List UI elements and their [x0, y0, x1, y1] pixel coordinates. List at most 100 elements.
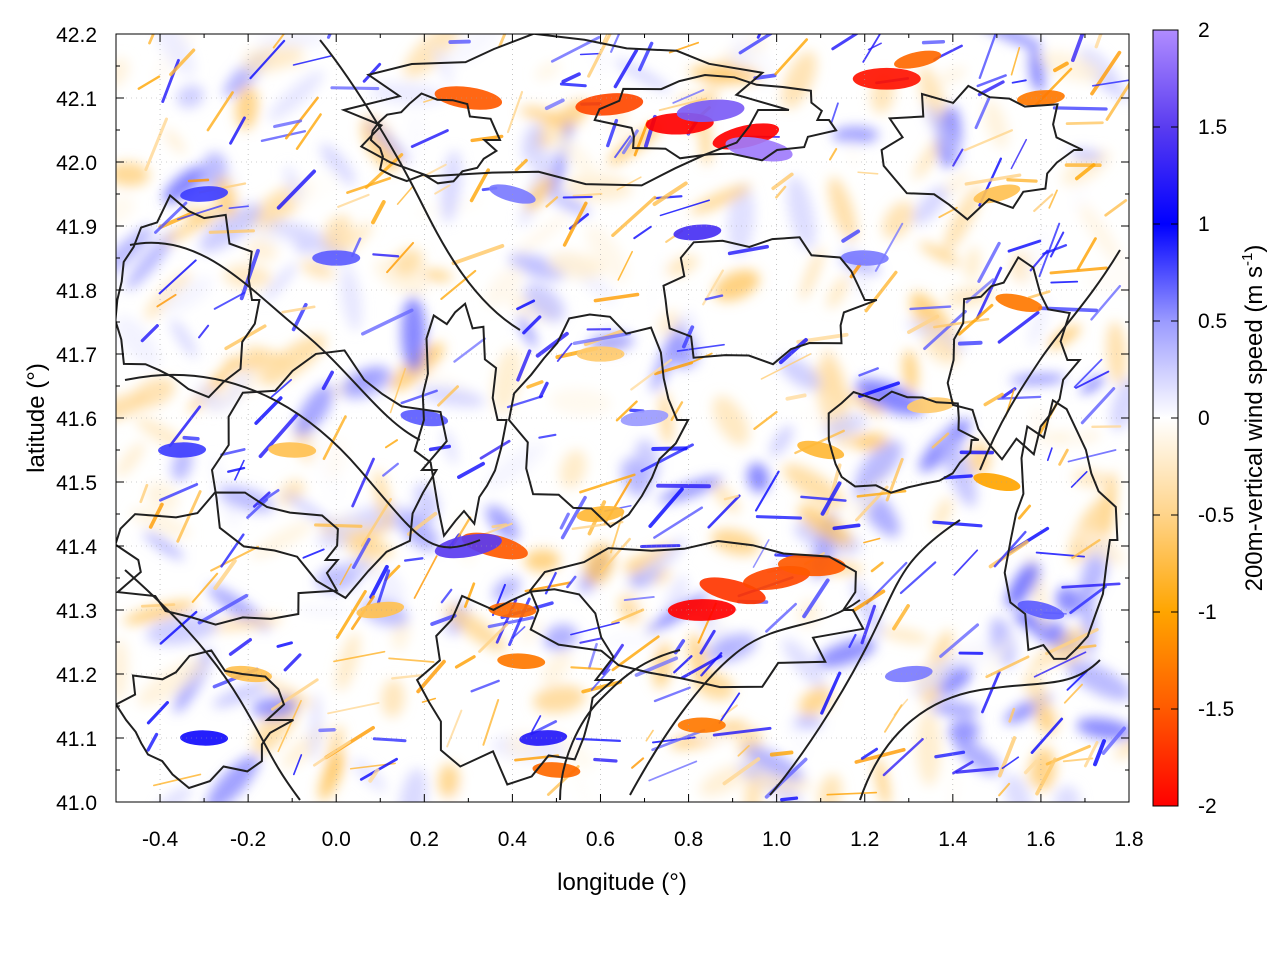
contour-line [507, 313, 690, 529]
field-blob [335, 632, 361, 692]
field-blob [340, 265, 363, 332]
field-streak [753, 73, 777, 81]
field-streak [892, 604, 910, 631]
field-streak [634, 656, 679, 677]
field-streak [611, 195, 657, 237]
field-blob [856, 440, 903, 490]
field-streak [283, 653, 302, 672]
field-streak [659, 199, 710, 217]
field-blob [414, 483, 440, 520]
field-blob [916, 709, 942, 787]
field-streak [1050, 280, 1079, 284]
field-blob [206, 615, 283, 631]
colorbar-tick-label: 1 [1198, 213, 1210, 236]
field-streak [258, 412, 299, 459]
field-streak [512, 626, 526, 639]
contour-line [124, 373, 481, 549]
field-streak [388, 657, 435, 663]
field-blob [855, 379, 925, 416]
field-streak [213, 291, 246, 310]
field-blob [919, 242, 962, 266]
contour-line [662, 236, 878, 366]
field-streak [572, 192, 603, 197]
field-streak [864, 270, 898, 313]
field-streak [463, 582, 476, 609]
plot-area: -0.4 -0.2 0.0 0.2 0.4 0.6 0.8 1.0 1.2 1.4 1.6 1.8 4… [56, 24, 1143, 851]
field-hotspot [894, 50, 942, 69]
field-streak [1049, 266, 1108, 275]
field-streak [884, 704, 903, 733]
contour-line [529, 539, 865, 689]
field-streak [562, 201, 588, 247]
x-tick-label: -0.2 [230, 828, 266, 851]
field-streak [1105, 81, 1129, 121]
field-streak [1001, 387, 1017, 399]
field-streak [229, 116, 246, 145]
field-streak [453, 337, 486, 363]
field-streak [1090, 284, 1122, 321]
field-blob [1054, 785, 1080, 802]
field-streak [168, 405, 202, 448]
field-streak [522, 315, 542, 335]
field-streak [369, 564, 389, 600]
field-hotspot [676, 99, 745, 123]
field-streak [953, 549, 979, 576]
field-streak [440, 588, 453, 604]
field-streak [653, 686, 691, 703]
field-blob [160, 276, 213, 314]
colorbar-title-end: ) [1241, 245, 1268, 253]
field-hotspot [356, 601, 405, 619]
field-blob [260, 334, 327, 386]
field-blob [912, 654, 959, 696]
field-streak [566, 575, 577, 589]
field-streak [292, 754, 303, 776]
field-blob [727, 183, 755, 256]
field-streak [611, 635, 660, 672]
field-streak [778, 337, 808, 365]
x-axis-title: longitude (°) [557, 869, 687, 896]
contour-line [210, 349, 448, 600]
field-blob [1022, 227, 1051, 286]
field-streak [1008, 707, 1016, 723]
field-blob [662, 255, 699, 277]
field-blob [880, 627, 930, 644]
field-streak [302, 548, 325, 559]
field-streak [252, 491, 271, 508]
field-streak [689, 352, 713, 365]
field-streak [516, 299, 536, 311]
field-streak [998, 782, 1011, 797]
field-streak [756, 34, 762, 39]
field-streak [977, 80, 1005, 97]
field-blob [699, 764, 749, 797]
field-blob [1009, 373, 1067, 385]
field-blob [912, 186, 948, 225]
field-hotspot [489, 184, 536, 204]
field-streak [191, 572, 219, 603]
field-streak [832, 523, 861, 531]
field-streak [1075, 370, 1110, 389]
field-streak [482, 698, 500, 746]
field-streak [403, 557, 424, 562]
y-tick-label: 41.4 [56, 536, 97, 559]
field-streak [337, 193, 370, 208]
contour-line [559, 649, 681, 801]
field-blob [1080, 375, 1106, 395]
field-streak [670, 401, 684, 422]
field-streak [858, 367, 879, 377]
field-streak [1075, 644, 1097, 650]
field-blob [212, 682, 268, 708]
field-streak [828, 147, 838, 161]
field-streak [1010, 46, 1021, 76]
field-streak [457, 461, 486, 479]
field-streak [673, 655, 693, 674]
field-streak [957, 340, 983, 346]
field-hotspot [180, 730, 229, 746]
field-blob [918, 65, 949, 134]
field-streak [208, 229, 255, 234]
field-blob [485, 505, 519, 541]
colorbar-tick-label: -2 [1198, 795, 1217, 818]
field-streak [931, 432, 950, 449]
field-streak [1063, 683, 1083, 704]
field-blob [688, 633, 709, 682]
